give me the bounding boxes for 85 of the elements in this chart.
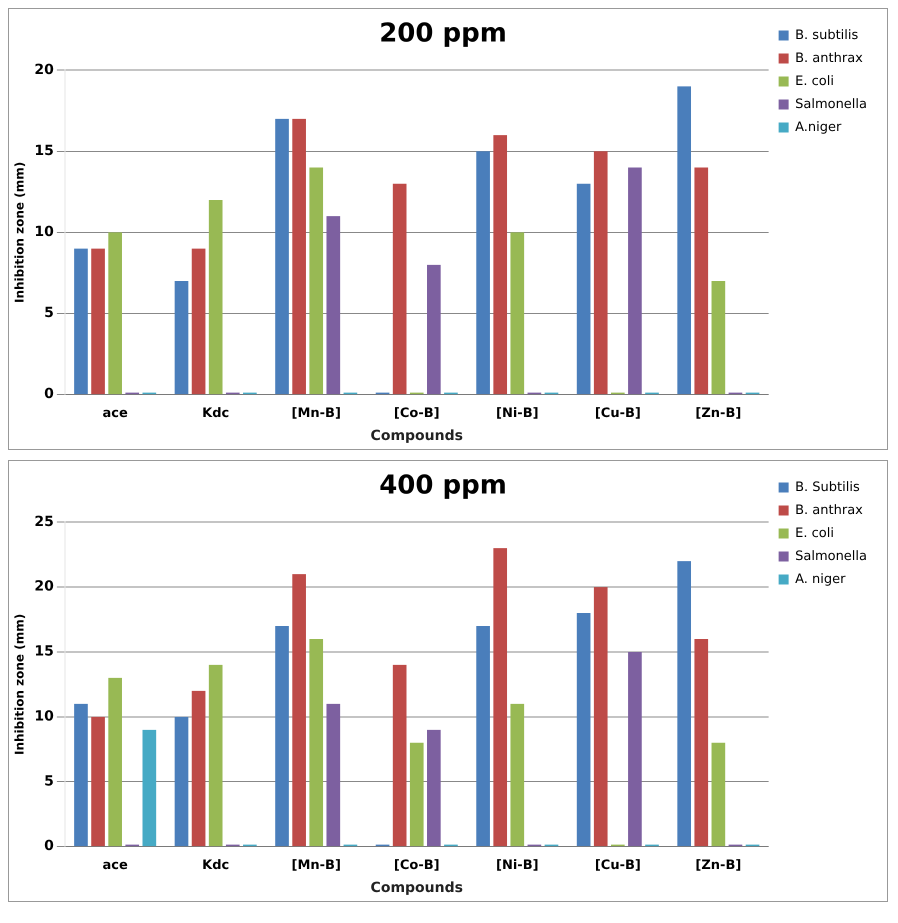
bar (192, 690, 206, 846)
bar (275, 626, 289, 846)
x-tick-label: [Mn-B] (292, 406, 341, 421)
bar (292, 118, 306, 394)
bar (510, 232, 524, 394)
bar (108, 678, 122, 846)
x-tick-label: [Cu-B] (594, 406, 641, 421)
bar (174, 716, 188, 846)
y-tick-label: 20 (34, 578, 54, 595)
legend-label: Salmonella (795, 548, 867, 564)
legend-label: A. niger (795, 572, 846, 587)
bar (594, 151, 608, 394)
y-tick-label: 10 (34, 224, 54, 240)
legend-label: B. anthrax (795, 50, 864, 66)
bar (275, 118, 289, 394)
x-tick-label: Kdc (202, 406, 230, 421)
bar (292, 574, 306, 846)
x-axis-title: Compounds (370, 428, 463, 444)
bar (576, 613, 590, 846)
bar (576, 184, 590, 394)
bar (493, 135, 508, 394)
bar (174, 281, 188, 394)
bar (427, 730, 441, 846)
bar (410, 742, 424, 846)
x-tick-label: [Zn-B] (695, 858, 742, 873)
bar (677, 86, 692, 394)
x-tick-label: [Cu-B] (594, 858, 641, 873)
bar (392, 184, 406, 394)
bar (628, 652, 642, 846)
x-tick-label: [Co-B] (394, 858, 440, 873)
x-tick-label: [Ni-B] (496, 858, 539, 873)
bar (91, 716, 105, 846)
bar (192, 248, 206, 394)
x-tick-label: ace (102, 406, 128, 421)
bar (594, 587, 608, 846)
bar (628, 168, 642, 394)
x-tick-label: [Co-B] (394, 406, 440, 421)
bar (108, 232, 122, 394)
y-tick-label: 0 (44, 386, 54, 402)
bar (309, 638, 324, 846)
bar (476, 626, 490, 846)
bar (694, 168, 708, 394)
bar (208, 200, 223, 394)
bar (208, 664, 223, 846)
y-tick-label: 0 (44, 838, 54, 854)
bar (493, 548, 508, 846)
chart-title: 200 ppm (379, 18, 507, 48)
y-tick-label: 5 (44, 773, 54, 790)
chart-title: 400 ppm (379, 470, 507, 500)
bar (427, 264, 441, 394)
y-tick-label: 25 (34, 514, 54, 530)
y-axis-title: Inhibition zone (mm) (12, 162, 26, 304)
bar (694, 638, 708, 846)
legend-label: Salmonella (795, 96, 867, 112)
bar (326, 216, 340, 394)
bar (712, 281, 726, 394)
y-tick-label: 5 (44, 305, 54, 322)
legend-label: B. Subtilis (795, 480, 860, 495)
y-tick-label: 15 (34, 644, 54, 660)
legend-label: A.niger (795, 120, 842, 135)
y-axis-title: Inhibition zone (mm) (12, 614, 26, 756)
y-tick-label: 15 (34, 142, 54, 159)
x-tick-label: [Ni-B] (496, 406, 539, 421)
bar (142, 730, 156, 846)
bar (326, 704, 340, 846)
bar (91, 248, 105, 394)
bar (476, 151, 490, 394)
x-tick-label: [Zn-B] (695, 406, 742, 421)
x-tick-label: ace (102, 858, 128, 873)
bar (510, 704, 524, 846)
bar (677, 561, 692, 846)
legend-label: B. anthrax (795, 502, 864, 518)
legend-label: B. subtilis (795, 28, 859, 43)
x-tick-label: [Mn-B] (292, 858, 341, 873)
y-tick-label: 20 (34, 62, 54, 78)
bar (309, 168, 324, 394)
legend-label: E. coli (795, 526, 834, 541)
bar (74, 704, 88, 846)
bar (74, 248, 88, 394)
bar (392, 664, 406, 846)
x-axis-title: Compounds (370, 880, 463, 896)
legend-label: E. coli (795, 74, 834, 89)
bar (712, 742, 726, 846)
x-tick-label: Kdc (202, 858, 230, 873)
y-tick-label: 10 (34, 708, 54, 724)
